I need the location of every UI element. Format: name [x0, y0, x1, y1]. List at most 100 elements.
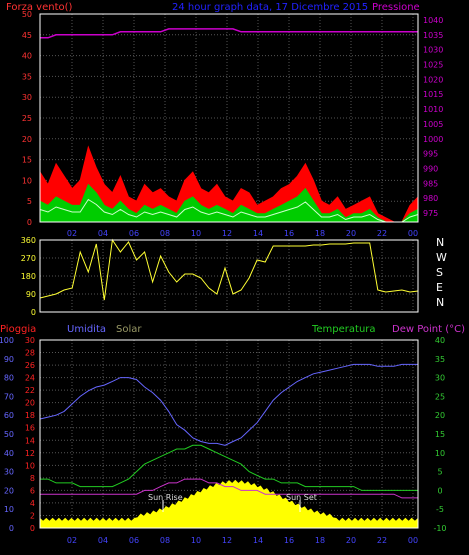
label-solar: Solar: [116, 324, 142, 335]
dir-tick-label: 90: [26, 290, 36, 299]
rain-tick-label: 22: [25, 386, 35, 395]
x-tick-label: 16: [284, 229, 294, 238]
humidity-series: [39, 363, 418, 446]
y-right-tick-label: 995: [423, 150, 438, 159]
y-left-tick-label: 50: [22, 10, 32, 19]
temp-tick-label: 25: [435, 392, 445, 401]
y-left-tick-label: 30: [22, 93, 32, 102]
rain-tick-label: 10: [25, 461, 35, 470]
dewpoint-series: [40, 478, 418, 499]
x-tick-label: 08: [160, 229, 170, 238]
rain-tick-label: 24: [25, 374, 35, 383]
temp-tick-label: 10: [435, 449, 445, 458]
x-tick-label: 06: [129, 536, 139, 545]
x-tick-label: 02: [67, 229, 77, 238]
y-right-tick-label: 980: [423, 194, 438, 203]
dir-tick-label: 270: [21, 254, 36, 263]
label-dewpoint: Dew Point (°C): [392, 324, 465, 335]
panel-frame: [39, 13, 419, 223]
wind-direction-series: [39, 238, 419, 301]
compass-label: S: [436, 266, 443, 279]
dir-tick-label: 360: [21, 236, 36, 245]
y-left-tick-label: 5: [27, 197, 32, 206]
temp-tick-label: 30: [435, 374, 445, 383]
humidity-tick-label: 90: [4, 355, 14, 364]
compass-label: N: [436, 296, 444, 309]
rain-tick-label: 30: [25, 336, 35, 345]
y-right-tick-label: 1040: [423, 16, 443, 25]
humidity-tick-label: 10: [4, 505, 14, 514]
rain-tick-label: 14: [25, 436, 35, 445]
rain-tick-label: 12: [25, 449, 35, 458]
x-tick-label: 14: [253, 536, 263, 545]
rain-tick-label: 28: [25, 349, 35, 358]
rain-tick-label: 8: [30, 474, 35, 483]
y-right-tick-label: 1020: [423, 75, 443, 84]
temp-tick-label: 40: [435, 336, 445, 345]
compass-label: E: [436, 281, 443, 294]
label-sun-set: Sun Set: [286, 493, 317, 502]
temp-tick-label: 0: [437, 486, 442, 495]
wind-mid-series: [39, 183, 419, 223]
y-left-tick-label: 45: [22, 31, 32, 40]
x-tick-label: 18: [315, 229, 325, 238]
y-right-tick-label: 1005: [423, 120, 443, 129]
humidity-tick-label: 70: [4, 392, 14, 401]
x-tick-label: 16: [284, 536, 294, 545]
y-right-tick-label: 990: [423, 165, 438, 174]
header-right-label: Pressione: [372, 2, 420, 13]
x-tick-label: 10: [191, 229, 201, 238]
y-right-tick-label: 1015: [423, 90, 443, 99]
panel-frame: [39, 339, 419, 529]
temp-tick-label: -5: [436, 505, 444, 514]
x-tick-label: 10: [191, 536, 201, 545]
solar-series: [39, 479, 419, 529]
humidity-tick-label: 20: [4, 486, 14, 495]
x-tick-label: 02: [67, 536, 77, 545]
x-tick-label: 18: [315, 536, 325, 545]
y-right-tick-label: 1025: [423, 61, 443, 70]
humidity-tick-label: 60: [4, 411, 14, 420]
temp-tick-label: 35: [435, 355, 445, 364]
humidity-tick-label: 80: [4, 374, 14, 383]
dir-tick-label: 0: [31, 308, 36, 317]
x-tick-label: 04: [98, 536, 108, 545]
x-tick-label: 00: [408, 229, 418, 238]
compass-label: W: [436, 251, 447, 264]
x-tick-label: 14: [253, 229, 263, 238]
y-right-tick-label: 975: [423, 209, 438, 218]
y-left-tick-label: 0: [27, 218, 32, 227]
y-left-tick-label: 20: [22, 135, 32, 144]
label-umidita: Umidita: [67, 324, 106, 335]
y-left-tick-label: 35: [22, 72, 32, 81]
humidity-tick-label: 100: [0, 336, 14, 345]
humidity-tick-label: 30: [4, 468, 14, 477]
wind-pressure-panel: 02 04 06 08 10 12 14 16 18 20 22 000510152025303540…: [22, 10, 444, 238]
climate-panel: 0102030405060708090100024681012141618202…: [0, 336, 447, 545]
y-right-tick-label: 1010: [423, 105, 443, 114]
header-left-label: Forza vento(): [6, 2, 73, 13]
y-left-tick-label: 10: [22, 176, 32, 185]
label-sun-rise: Sun Rise: [148, 493, 183, 502]
x-tick-label: 20: [346, 536, 356, 545]
rain-tick-label: 0: [30, 524, 35, 533]
y-right-tick-label: 1000: [423, 135, 443, 144]
x-tick-label: 22: [377, 229, 387, 238]
temp-tick-label: 20: [435, 411, 445, 420]
y-right-tick-label: 1035: [423, 31, 443, 40]
rain-tick-label: 18: [25, 411, 35, 420]
humidity-tick-label: 50: [4, 430, 14, 439]
rain-tick-label: 2: [30, 511, 35, 520]
y-right-tick-label: 985: [423, 179, 438, 188]
header-title: 24 hour graph data, 17 Dicembre 2015: [172, 2, 368, 13]
wind-speed-series: [39, 145, 419, 223]
rain-tick-label: 4: [30, 499, 35, 508]
temp-tick-label: 5: [437, 468, 442, 477]
rain-tick-label: 20: [25, 399, 35, 408]
y-left-tick-label: 15: [22, 156, 32, 165]
panel-frame: [39, 239, 419, 313]
label-temperatura: Temperatura: [311, 324, 376, 335]
x-tick-label: 00: [408, 536, 418, 545]
